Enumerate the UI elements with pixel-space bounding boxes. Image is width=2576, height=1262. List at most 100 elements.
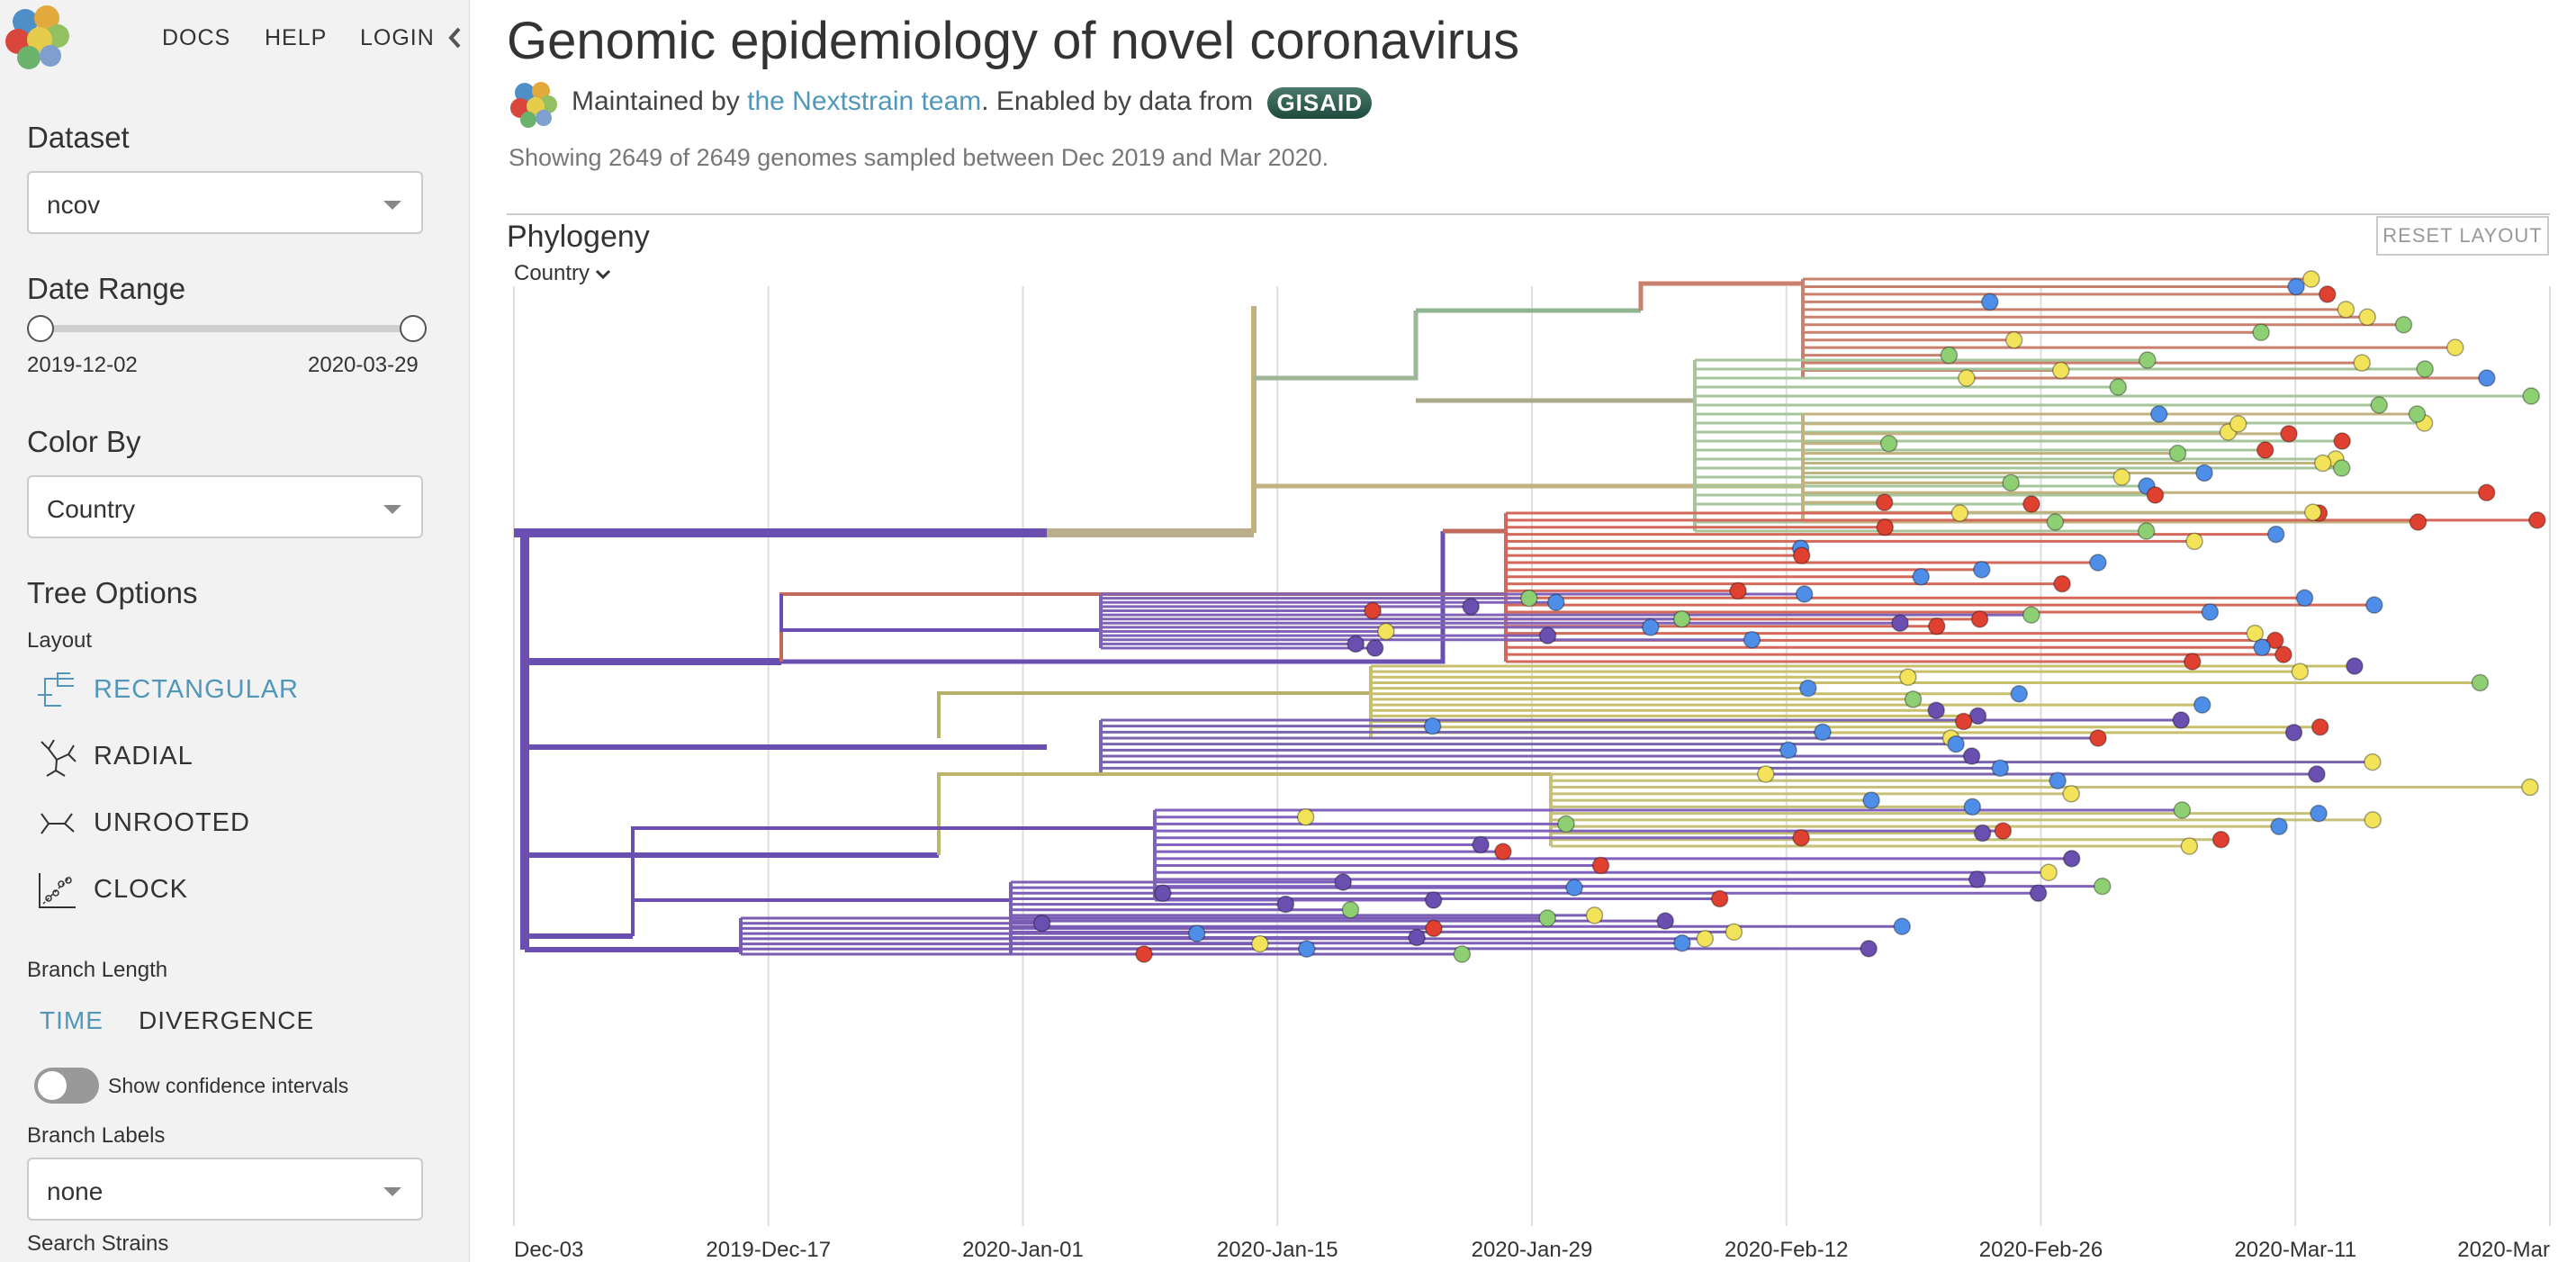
tree-tip[interactable]: [1968, 707, 1987, 726]
tree-tip[interactable]: [2089, 554, 2107, 572]
tree-tip[interactable]: [2408, 405, 2427, 423]
tree-tip[interactable]: [1954, 712, 1973, 731]
tree-tip[interactable]: [2195, 464, 2213, 482]
tree-tip[interactable]: [2370, 396, 2388, 414]
tree-tip[interactable]: [1757, 765, 1775, 783]
tree-tip[interactable]: [2280, 425, 2298, 443]
date-range-end-handle[interactable]: [400, 315, 427, 342]
tree-tip[interactable]: [1187, 924, 1206, 942]
tree-tip[interactable]: [1891, 614, 1909, 633]
tree-tip[interactable]: [1423, 717, 1442, 735]
tree-tip[interactable]: [1970, 610, 1989, 628]
tree-tip[interactable]: [1968, 870, 1986, 888]
color-by-select[interactable]: Country: [27, 475, 423, 538]
tree-tip[interactable]: [2394, 316, 2413, 334]
gisaid-logo[interactable]: GISAID: [1267, 86, 1373, 119]
tree-tip[interactable]: [2471, 673, 2490, 692]
tree-tip[interactable]: [1135, 945, 1153, 963]
tree-tip[interactable]: [2313, 454, 2332, 473]
tree-tip[interactable]: [1538, 626, 1557, 645]
reset-layout-button[interactable]: RESET LAYOUT: [2376, 216, 2549, 256]
tree-tip[interactable]: [1365, 639, 1384, 657]
tree-tip[interactable]: [1656, 912, 1674, 930]
tree-tip[interactable]: [1893, 917, 1911, 935]
tree-tip[interactable]: [1904, 690, 1923, 708]
tree-tip[interactable]: [2477, 483, 2496, 502]
tree-tip[interactable]: [1585, 906, 1604, 924]
tree-tip[interactable]: [1710, 889, 1729, 908]
tree-tip[interactable]: [2274, 645, 2292, 663]
tree-tip[interactable]: [1876, 518, 1895, 536]
tree-tip[interactable]: [2337, 301, 2355, 319]
tree-tip[interactable]: [1725, 923, 1743, 942]
tree-tip[interactable]: [2353, 354, 2371, 372]
tree-tip[interactable]: [2062, 850, 2081, 868]
tree-tip[interactable]: [1792, 546, 1811, 564]
tree-tip[interactable]: [1963, 798, 1982, 816]
nextstrain-logo[interactable]: [4, 4, 72, 72]
tree-tip[interactable]: [2137, 522, 2156, 540]
tree-tip[interactable]: [1347, 635, 1365, 654]
tree-tip[interactable]: [1408, 928, 1426, 947]
tree-tip[interactable]: [2295, 589, 2314, 608]
tree-tip[interactable]: [2089, 729, 2107, 747]
tree-tip[interactable]: [2062, 785, 2080, 803]
tree-tip[interactable]: [1795, 585, 1814, 603]
tree-tip[interactable]: [1991, 759, 2010, 778]
tree-tip[interactable]: [2185, 532, 2203, 551]
branch-labels-select[interactable]: none: [27, 1158, 423, 1221]
tree-tip[interactable]: [2284, 724, 2303, 742]
tree-tip[interactable]: [2252, 323, 2270, 341]
nextstrain-team-link[interactable]: the Nextstrain team: [747, 86, 982, 116]
tree-tip[interactable]: [2287, 277, 2305, 296]
branch-length-time[interactable]: TIME: [40, 1006, 104, 1034]
confidence-toggle[interactable]: [34, 1068, 99, 1104]
legend-toggle[interactable]: Country: [514, 261, 611, 286]
tree-tip[interactable]: [1298, 940, 1316, 959]
tree-tip[interactable]: [2002, 473, 2020, 492]
tree-tip[interactable]: [2193, 696, 2211, 714]
tree-tip[interactable]: [2478, 369, 2496, 387]
tree-tip[interactable]: [2256, 441, 2274, 459]
tree-tip[interactable]: [1462, 598, 1480, 616]
tree-tip[interactable]: [1950, 504, 1969, 522]
tree-tip[interactable]: [2364, 811, 2382, 829]
tree-tip[interactable]: [1940, 346, 1959, 365]
date-range-start-handle[interactable]: [27, 315, 54, 342]
tree-tip[interactable]: [2029, 884, 2048, 903]
tree-tip[interactable]: [2173, 801, 2192, 819]
dataset-select[interactable]: ncov: [27, 171, 423, 234]
tree-tip[interactable]: [2333, 432, 2351, 450]
tree-tip[interactable]: [1899, 668, 1917, 687]
tree-tip[interactable]: [2409, 513, 2427, 531]
tree-tip[interactable]: [1673, 933, 1691, 952]
tree-tip[interactable]: [2522, 387, 2540, 405]
tree-tip[interactable]: [1879, 434, 1898, 453]
tree-tip[interactable]: [1875, 493, 1894, 511]
collapse-sidebar-icon[interactable]: [446, 25, 464, 50]
tree-tip[interactable]: [1276, 895, 1295, 914]
tree-tip[interactable]: [2308, 765, 2326, 783]
tree-tip[interactable]: [1672, 609, 1691, 628]
tree-tip[interactable]: [1973, 824, 1992, 843]
layout-rectangular[interactable]: RECTANGULAR: [34, 668, 394, 713]
tree-tip[interactable]: [2139, 351, 2157, 369]
tree-tip[interactable]: [1557, 815, 1575, 834]
tree-tip[interactable]: [2022, 606, 2040, 624]
tree-tip[interactable]: [2310, 717, 2329, 736]
tree-tip[interactable]: [1472, 835, 1490, 854]
tree-tip[interactable]: [1520, 589, 1538, 608]
tree-tip[interactable]: [2184, 653, 2202, 671]
tree-tip[interactable]: [2004, 330, 2023, 349]
tree-tip[interactable]: [2270, 817, 2288, 835]
tree-tip[interactable]: [1947, 735, 1965, 753]
tree-tip[interactable]: [2229, 415, 2247, 433]
tree-tip[interactable]: [2010, 685, 2029, 703]
tree-tip[interactable]: [2528, 511, 2546, 529]
tree-tip[interactable]: [2346, 657, 2364, 675]
tree-tip[interactable]: [1364, 601, 1382, 620]
tree-tip[interactable]: [1154, 884, 1172, 903]
tree-tip[interactable]: [2266, 631, 2284, 650]
tree-tip[interactable]: [1927, 701, 1945, 719]
tree-tip[interactable]: [2319, 285, 2337, 303]
